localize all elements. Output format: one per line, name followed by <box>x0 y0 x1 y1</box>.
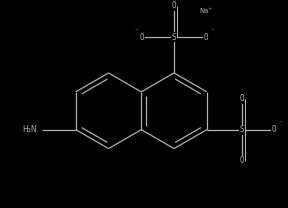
Text: ⁻: ⁻ <box>211 29 214 34</box>
Text: O: O <box>204 32 209 42</box>
Text: ⁻: ⁻ <box>278 122 281 127</box>
Text: S: S <box>239 125 244 134</box>
Text: S: S <box>172 32 176 42</box>
Text: ⁻: ⁻ <box>134 29 137 34</box>
Text: O: O <box>140 32 144 42</box>
Text: O: O <box>271 125 276 134</box>
Text: O: O <box>239 156 244 165</box>
Text: O: O <box>239 94 244 103</box>
Text: H₂N: H₂N <box>22 125 37 134</box>
Text: Na⁺: Na⁺ <box>200 7 213 14</box>
Text: O: O <box>172 1 176 10</box>
